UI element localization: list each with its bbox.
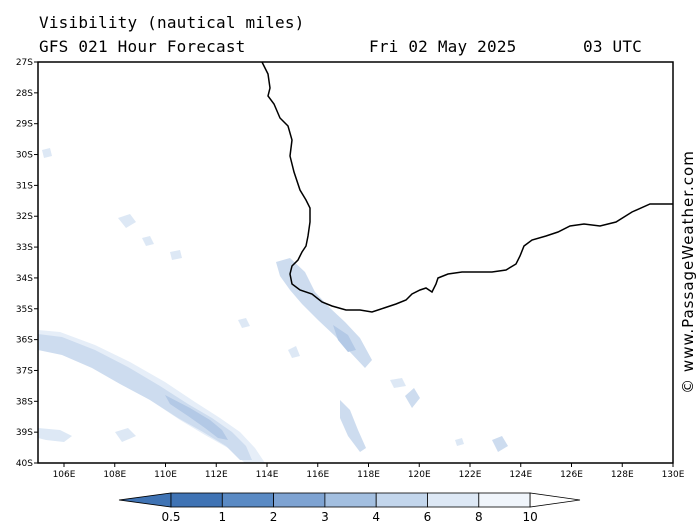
visibility-patch-12 <box>42 148 52 158</box>
scale-swatch <box>170 492 223 508</box>
lon-label: 122E <box>459 470 482 480</box>
credit-text: © www.PassageWeather.com <box>679 150 697 394</box>
lon-label: 112E <box>205 470 228 480</box>
visibility-patch-3 <box>170 250 182 260</box>
visibility-patch-4 <box>405 388 420 408</box>
lat-label: 36S <box>16 336 33 346</box>
low-visibility-areas <box>38 148 508 463</box>
lon-label: 130E <box>662 470 685 480</box>
scale-label: 6 <box>424 510 432 524</box>
lat-label: 37S <box>16 366 33 376</box>
lat-label: 33S <box>16 243 33 253</box>
longitude-axis: 106E 108E 110E 112E 114E 116E 118E 120E 122E 124E… <box>53 463 685 480</box>
scale-label: 1 <box>218 510 226 524</box>
scale-label: 10 <box>522 510 537 524</box>
visibility-band-mid <box>38 334 252 460</box>
lat-label: 34S <box>16 274 33 284</box>
visibility-color-scale: 0.5 1 2 3 4 6 8 10 <box>118 492 581 524</box>
visibility-patch-coast-inner <box>333 325 356 352</box>
lon-label: 108E <box>103 470 126 480</box>
visibility-patch-10 <box>238 318 250 328</box>
lat-label: 38S <box>16 397 33 407</box>
lon-label: 114E <box>256 470 279 480</box>
lat-label: 28S <box>16 89 33 99</box>
forecast-date: Fri 02 May 2025 <box>369 37 517 56</box>
visibility-band-inner <box>165 395 228 440</box>
lon-label: 120E <box>408 470 431 480</box>
australia-coastline <box>261 62 673 313</box>
visibility-patch-8 <box>38 428 72 442</box>
visibility-patch-9 <box>115 428 136 442</box>
scale-swatch <box>427 492 480 508</box>
lat-label: 32S <box>16 212 33 222</box>
scale-swatch <box>375 492 428 508</box>
lon-label: 126E <box>560 470 583 480</box>
scale-swatch <box>478 492 531 508</box>
visibility-patch-13 <box>455 438 464 446</box>
visibility-patch-2 <box>142 236 154 246</box>
visibility-patch-11 <box>288 346 300 358</box>
scale-label: 4 <box>372 510 380 524</box>
scale-label: 2 <box>270 510 278 524</box>
visibility-patch-6 <box>340 400 366 452</box>
lat-label: 27S <box>16 58 33 68</box>
scale-swatch <box>221 492 275 508</box>
latitude-axis: 27S 28S 29S 30S 31S 32S 33S 34S 35S 36S 37S 38S 39S 4… <box>16 58 38 469</box>
lat-label: 35S <box>16 305 33 315</box>
lat-label: 40S <box>16 459 33 469</box>
lon-label: 110E <box>154 470 177 480</box>
map-frame <box>37 61 674 464</box>
scale-label: 3 <box>321 510 329 524</box>
lat-label: 39S <box>16 428 33 438</box>
scale-label: 0.5 <box>161 510 180 524</box>
forecast-label: GFS 021 Hour Forecast <box>39 37 246 56</box>
visibility-patch-1 <box>118 214 136 228</box>
lon-label: 124E <box>509 470 532 480</box>
lon-label: 128E <box>611 470 634 480</box>
lat-label: 29S <box>16 120 33 130</box>
visibility-patch-5 <box>390 378 406 388</box>
scale-swatch <box>273 492 326 508</box>
scale-label: 8 <box>475 510 483 524</box>
lon-label: 106E <box>53 470 76 480</box>
lon-label: 116E <box>306 470 329 480</box>
scale-swatch <box>324 492 377 508</box>
map-background <box>38 62 673 463</box>
visibility-patch-7 <box>492 436 508 452</box>
lat-label: 31S <box>16 181 33 191</box>
forecast-time: 03 UTC <box>583 37 642 56</box>
map-title: Visibility (nautical miles) <box>39 13 305 32</box>
scale-arrow-right <box>529 492 581 508</box>
lon-label: 118E <box>357 470 380 480</box>
lat-label: 30S <box>16 151 33 161</box>
scale-arrow-left <box>118 492 172 508</box>
